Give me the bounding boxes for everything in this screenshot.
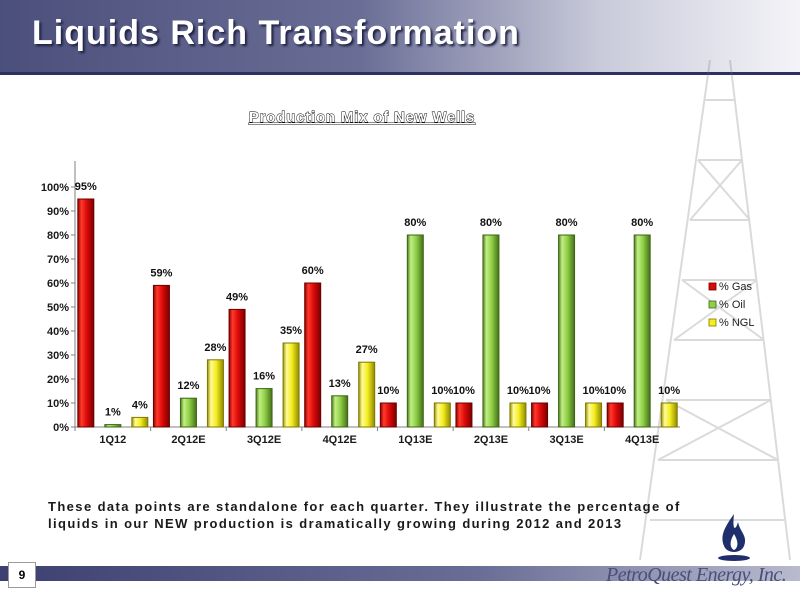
header-bar xyxy=(0,0,800,72)
page-title: Liquids Rich Transformation xyxy=(32,14,520,52)
bar-1-2 xyxy=(255,388,273,428)
y-tick-label: 20% xyxy=(47,374,69,386)
x-tick-label: 2Q13E xyxy=(474,434,508,446)
y-tick-label: 100% xyxy=(41,182,69,194)
bar-2-4 xyxy=(433,402,451,428)
data-label: 13% xyxy=(329,378,351,390)
y-tick-label: 30% xyxy=(47,350,69,362)
x-tick-label: 1Q12 xyxy=(99,434,126,446)
data-label: 80% xyxy=(631,217,653,229)
y-tick-label: 40% xyxy=(47,326,69,338)
bar-2-7 xyxy=(660,402,678,428)
data-label: 10% xyxy=(377,385,399,397)
bar-1-5 xyxy=(482,234,500,428)
chart-title: Production Mix of New Wells xyxy=(249,109,475,126)
data-label: 10% xyxy=(453,385,475,397)
bar-0-6 xyxy=(531,402,549,428)
data-label: 10% xyxy=(604,385,626,397)
bar-0-7 xyxy=(606,402,624,428)
x-tick-label: 3Q13E xyxy=(549,434,583,446)
flame-logo-icon xyxy=(718,514,750,561)
bar-2-3 xyxy=(358,361,376,428)
bar-0-3 xyxy=(304,282,322,428)
bar-0-1 xyxy=(152,284,170,428)
data-label: 80% xyxy=(480,217,502,229)
y-tick-label: 70% xyxy=(47,254,69,266)
bar-0-2 xyxy=(228,308,246,428)
bar-2-2 xyxy=(282,342,300,428)
data-label: 16% xyxy=(253,371,275,383)
bar-2-6 xyxy=(585,402,603,428)
data-labels: 95%59%49%60%10% 10% 10% 10%1%12%16%13%80% 80… xyxy=(75,181,681,419)
x-tick-label: 2Q12E xyxy=(171,434,205,446)
legend-swatch xyxy=(708,318,717,327)
data-label: 28% xyxy=(204,342,226,354)
company-logo-text: PetroQuest Energy, Inc. xyxy=(606,564,787,586)
data-label: 80% xyxy=(556,217,578,229)
y-tick-label: 80% xyxy=(47,230,69,242)
legend-swatch xyxy=(708,300,717,309)
data-label: 80% xyxy=(404,217,426,229)
bar-1-4 xyxy=(406,234,424,428)
bar-1-3 xyxy=(331,395,349,428)
x-tick-label: 1Q13E xyxy=(398,434,432,446)
data-label: 10% xyxy=(583,385,605,397)
y-tick-label: 10% xyxy=(47,398,69,410)
legend: % Gas % Oil % NGL xyxy=(708,281,754,329)
data-label: 60% xyxy=(302,265,324,277)
data-label: 95% xyxy=(75,181,97,193)
header-divider xyxy=(0,72,800,75)
data-label: 12% xyxy=(177,380,199,392)
bar-1-1 xyxy=(179,397,197,428)
y-tick-label: 0% xyxy=(53,422,69,434)
legend-label: % Oil xyxy=(719,299,745,311)
data-label: 10% xyxy=(658,385,680,397)
x-axis: 1Q12 2Q12E 3Q12E 4Q12E 1Q13E 2Q13E 3Q13E 4Q13E xyxy=(74,426,680,446)
data-label: 10% xyxy=(529,385,551,397)
bar-1-0 xyxy=(104,424,122,428)
x-tick-label: 3Q12E xyxy=(247,434,281,446)
data-label: 35% xyxy=(280,325,302,337)
x-tick-label: 4Q13E xyxy=(625,434,659,446)
footnote-text: These data points are standalone for eac… xyxy=(48,499,681,531)
legend-label: % Gas xyxy=(719,281,753,293)
y-tick-label: 60% xyxy=(47,278,69,290)
data-label: 10% xyxy=(507,385,529,397)
y-tick-label: 90% xyxy=(47,206,69,218)
y-axis: 0% 10% 20% 30% 40% 50% 60% 70% 80% 90% 100% xyxy=(41,161,76,434)
legend-swatch xyxy=(708,282,717,291)
bar-series xyxy=(77,198,678,428)
data-label: 49% xyxy=(226,291,248,303)
bar-0-4 xyxy=(379,402,397,428)
bar-0-5 xyxy=(455,402,473,428)
x-tick-label: 4Q12E xyxy=(323,434,357,446)
data-label: 4% xyxy=(132,399,148,411)
data-label: 1% xyxy=(105,407,121,419)
bar-2-5 xyxy=(509,402,527,428)
data-label: 10% xyxy=(431,385,453,397)
y-tick-label: 50% xyxy=(47,302,69,314)
data-label: 27% xyxy=(356,344,378,356)
bar-0-0 xyxy=(77,198,95,428)
footer-bar xyxy=(0,566,800,581)
data-label: 59% xyxy=(150,267,172,279)
legend-label: % NGL xyxy=(719,317,754,329)
bar-1-7 xyxy=(633,234,651,428)
bar-2-1 xyxy=(206,359,224,428)
page-number: 9 xyxy=(8,562,36,588)
bar-1-6 xyxy=(558,234,576,428)
bar-2-0 xyxy=(131,416,149,428)
derrick-watermark-icon xyxy=(639,60,791,560)
